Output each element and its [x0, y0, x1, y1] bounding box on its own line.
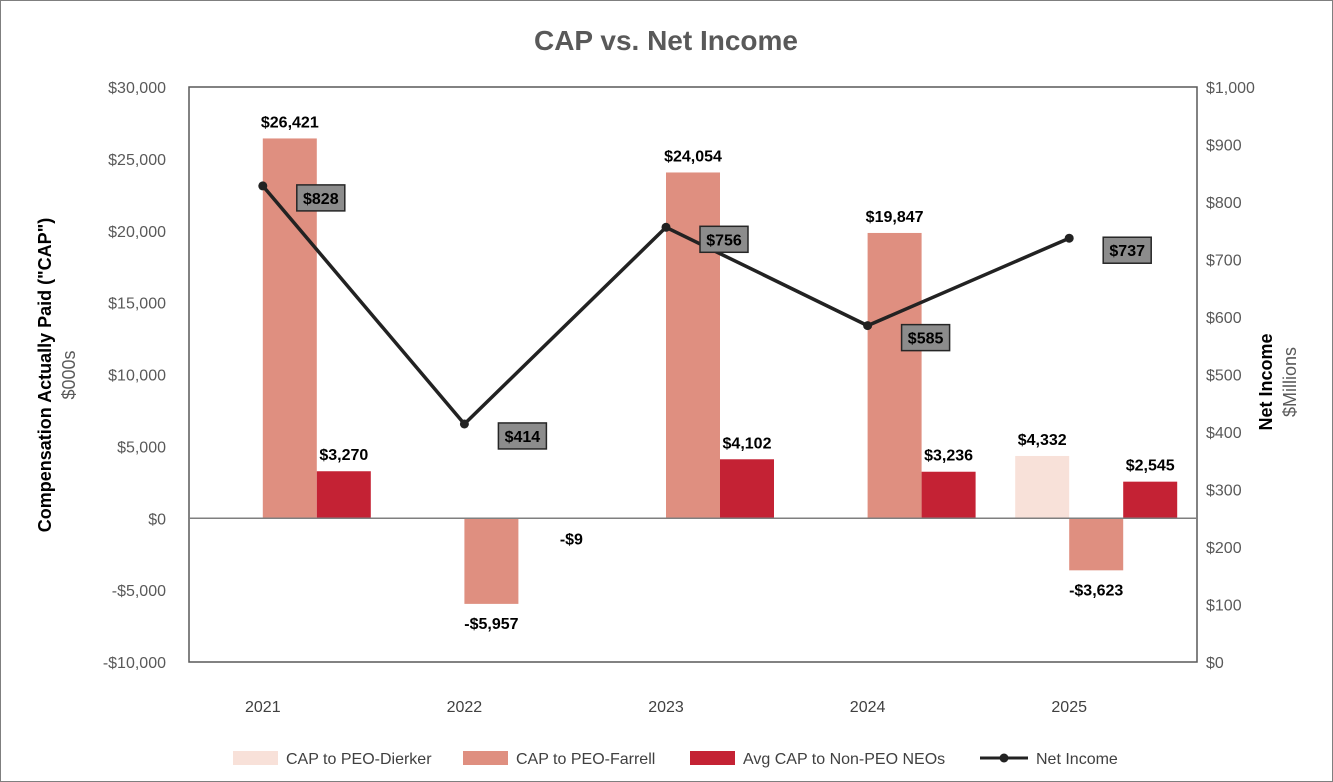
y2-tick-label: $1,000 — [1206, 80, 1255, 97]
bar-data-label: -$5,957 — [464, 616, 518, 633]
legend-marker-net-income — [999, 753, 1009, 763]
x-category-label: 2021 — [245, 699, 281, 716]
left-axis-title: Compensation Actually Paid ("CAP") — [35, 218, 55, 532]
net-income-data-label: $756 — [706, 232, 742, 249]
x-category-label: 2023 — [648, 699, 684, 716]
y-tick-label: -$10,000 — [103, 655, 166, 672]
right-axis-units: $Millions — [1280, 347, 1300, 417]
bar-data-label: $3,236 — [924, 448, 973, 465]
y2-tick-label: $700 — [1206, 253, 1242, 270]
net-income-point — [661, 222, 671, 232]
y2-tick-label: $300 — [1206, 483, 1242, 500]
y-tick-label: $15,000 — [108, 296, 166, 313]
bar-data-label: $19,847 — [866, 209, 924, 226]
x-category-label: 2022 — [447, 699, 483, 716]
bar — [720, 459, 774, 519]
net-income-point — [459, 419, 469, 429]
y2-tick-label: $100 — [1206, 598, 1242, 615]
y-tick-label: $25,000 — [108, 152, 166, 169]
legend: CAP to PEO-Dierker CAP to PEO-Farrell Av… — [233, 751, 1118, 768]
right-axis-title: Net Income — [1256, 333, 1276, 430]
y-tick-label: $0 — [148, 511, 166, 528]
right-axis-ticks: $0 $100 $200 $300 $400 $500 $600 $700 $800 $900 $1… — [1206, 80, 1255, 672]
bar — [1123, 481, 1178, 519]
net-income-data-label: $828 — [303, 191, 339, 208]
category-labels: 2021 2022 2023 2024 2025 — [245, 699, 1087, 716]
legend-swatch-dierker — [233, 751, 278, 765]
bar-data-label: -$9 — [560, 531, 583, 548]
net-income-point — [863, 321, 873, 331]
net-income-data-label: $585 — [908, 331, 944, 348]
net-income-label-box — [1102, 236, 1152, 264]
left-axis-units: $000s — [59, 350, 79, 399]
y2-tick-label: $800 — [1206, 195, 1242, 212]
left-axis-ticks: -$10,000 -$5,000 $0 $5,000 $10,000 $15,000 $20… — [103, 80, 166, 672]
bar-data-label: $4,332 — [1018, 432, 1067, 449]
bar — [666, 172, 720, 519]
x-category-label: 2025 — [1051, 699, 1087, 716]
y2-tick-label: $200 — [1206, 540, 1242, 557]
bar — [316, 471, 371, 519]
legend-label-non-peo: Avg CAP to Non-PEO NEOs — [743, 751, 945, 768]
legend-label-dierker: CAP to PEO-Dierker — [286, 751, 432, 768]
bar — [1069, 518, 1124, 571]
x-category-label: 2024 — [850, 699, 886, 716]
bar-data-label: $2,545 — [1126, 458, 1175, 475]
net-income-label-box — [900, 323, 951, 352]
y-tick-label: $5,000 — [117, 439, 166, 456]
bar-data-label: $4,102 — [723, 435, 772, 452]
bar-data-label: $26,421 — [261, 114, 319, 131]
bar-data-label: $3,270 — [319, 447, 368, 464]
bar-data-label: $24,054 — [664, 148, 722, 165]
net-income-point — [1064, 233, 1074, 243]
y-tick-label: $30,000 — [108, 80, 166, 97]
net-income-data-label: $414 — [505, 429, 541, 446]
legend-label-net-income: Net Income — [1036, 751, 1118, 768]
y2-tick-label: $600 — [1206, 310, 1242, 327]
bar — [464, 518, 519, 604]
net-income-data-label: $737 — [1109, 243, 1145, 260]
legend-swatch-farrell — [463, 751, 508, 765]
net-income-point — [258, 181, 268, 191]
y2-tick-label: $500 — [1206, 368, 1242, 385]
bar-labels-group: $4,332 $26,421 -$5,957 $24,054 $19,847 -$3,62… — [261, 114, 1175, 632]
net-income-label-box — [497, 422, 548, 450]
left-axis-title-group: Compensation Actually Paid ("CAP") $000s — [35, 218, 79, 532]
bar — [1015, 455, 1070, 519]
net-income-line-group: $828 $414 $756 $585 $737 — [258, 181, 1152, 450]
net-income-label-box — [699, 225, 749, 254]
y-tick-label: $10,000 — [108, 368, 166, 385]
bar-data-label: -$3,623 — [1069, 582, 1123, 599]
legend-swatch-non-peo — [690, 751, 735, 765]
legend-label-farrell: CAP to PEO-Farrell — [516, 751, 655, 768]
bar — [921, 471, 976, 519]
bars-group — [262, 138, 1178, 604]
chart-title: CAP vs. Net Income — [534, 25, 798, 56]
y2-tick-label: $0 — [1206, 655, 1224, 672]
y-tick-label: -$5,000 — [112, 583, 166, 600]
net-income-label-box — [296, 184, 346, 212]
bar — [867, 232, 922, 519]
y-tick-label: $20,000 — [108, 224, 166, 241]
right-axis-title-group: Net Income $Millions — [1256, 333, 1300, 430]
plot-area — [188, 86, 1198, 663]
y2-tick-label: $400 — [1206, 425, 1242, 442]
y2-tick-label: $900 — [1206, 138, 1242, 155]
